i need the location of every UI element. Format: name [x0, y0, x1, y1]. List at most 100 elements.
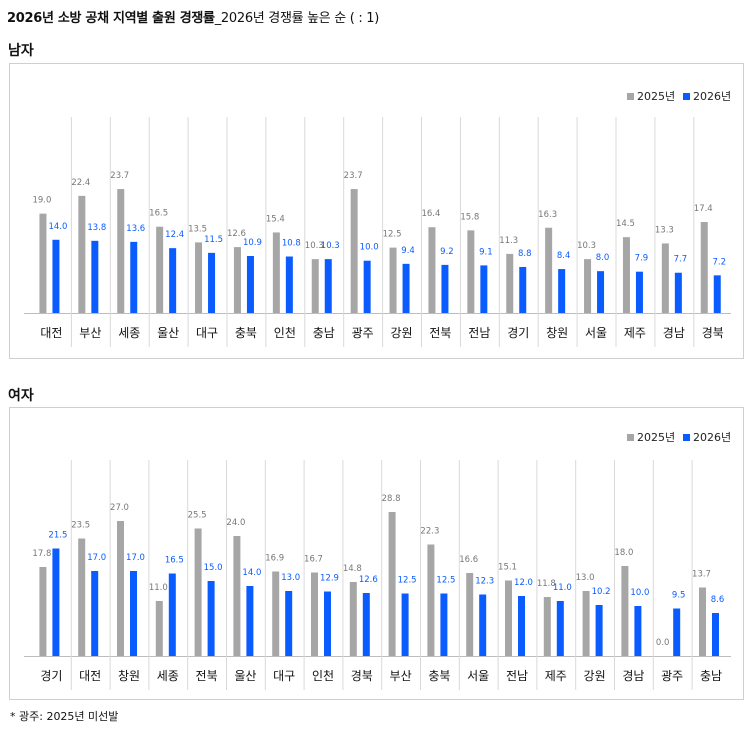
bar-2026: [713, 275, 721, 313]
female-section-label: 여자: [8, 388, 34, 404]
legend-label-2025: 2025년: [637, 90, 675, 103]
data-label-2026: 8.0: [596, 253, 610, 263]
data-label-2026: 12.0: [514, 578, 533, 588]
category-label: 대전: [79, 669, 101, 683]
data-label-2026: 13.8: [87, 223, 106, 233]
data-label-2026: 14.0: [242, 568, 261, 578]
bar-2026: [518, 596, 525, 656]
data-label-2025: 13.0: [576, 573, 595, 583]
data-label-2026: 12.6: [359, 575, 378, 585]
bar-2025: [272, 232, 280, 313]
data-label-2026: 12.5: [398, 576, 417, 586]
male-chart-svg: 2025년 2026년 19.0 14.0 대전 22.4 13.8 부산 23.7 13.6 세종…: [24, 90, 731, 347]
data-label-2026: 21.5: [48, 531, 67, 541]
bar-2025: [700, 221, 708, 313]
data-label-2025: 15.8: [460, 212, 479, 222]
data-label-2026: 13.6: [126, 224, 145, 234]
data-label-2026: 14.0: [48, 222, 67, 232]
bar-2026: [324, 259, 332, 313]
bar-2025: [78, 195, 86, 313]
bar-2026: [558, 269, 566, 313]
category-label: 제주: [545, 669, 567, 683]
data-label-2026: 16.5: [165, 556, 184, 566]
data-label-2026: 10.0: [360, 243, 379, 253]
data-label-2026: 17.0: [126, 553, 145, 563]
bar-2026: [519, 266, 527, 313]
data-label-2026: 10.8: [282, 239, 301, 249]
bar-2026: [130, 241, 138, 313]
legend: 2025년 2026년: [627, 431, 731, 444]
bar-2025: [155, 601, 163, 656]
bar-2026: [634, 606, 642, 656]
data-label-2026: 12.5: [436, 576, 455, 586]
legend-swatch-2026: [683, 434, 690, 441]
data-label-2025: 17.8: [32, 549, 51, 559]
bar-2026: [52, 548, 60, 656]
data-label-2025: 15.4: [266, 214, 285, 224]
legend-label-2026: 2026년: [693, 431, 731, 444]
bar-2026: [52, 239, 60, 313]
category-label: 강원: [391, 326, 413, 340]
category-label: 부산: [79, 326, 101, 340]
bar-2025: [467, 230, 475, 313]
bar-2025: [272, 571, 280, 656]
legend-label-2026: 2026년: [693, 90, 731, 103]
data-label-2025: 15.1: [498, 563, 517, 573]
data-label-2026: 7.2: [712, 257, 726, 267]
category-label: 인천: [274, 325, 296, 340]
bar-2026: [556, 601, 564, 656]
category-label: 경북: [351, 669, 373, 683]
data-label-2025: 16.9: [265, 554, 284, 564]
female-chart-panel: 2025년 2026년 17.8 21.5 경기 23.5 17.0 대전 27.0 17.0 창원…: [9, 407, 744, 700]
data-label-2025: 10.3: [305, 241, 324, 251]
data-label-2026: 9.4: [401, 246, 415, 256]
category-label: 경남: [622, 669, 644, 683]
data-label-2025: 16.3: [538, 210, 557, 220]
data-label-2026: 9.2: [440, 247, 454, 257]
category-label: 경북: [702, 326, 724, 340]
category-label: 전북: [196, 669, 218, 683]
bar-2026: [597, 271, 605, 313]
chart-title-subtitle: _2026년 경쟁률 높은 순 ( : 1): [214, 11, 380, 26]
bar-2025: [506, 253, 514, 313]
data-label-2025: 23.7: [344, 171, 363, 181]
data-label-2026: 8.8: [518, 249, 532, 259]
data-label-2025: 12.6: [227, 229, 246, 239]
category-label: 인천: [312, 668, 334, 683]
data-label-2025: 16.5: [149, 209, 168, 219]
data-label-2026: 13.0: [281, 573, 300, 583]
category-label: 부산: [390, 669, 412, 683]
data-label-2026: 10.9: [243, 238, 262, 248]
bar-2025: [505, 580, 512, 656]
bar-2026: [246, 255, 254, 313]
data-label-2025: 11.8: [537, 579, 556, 589]
bar-2026: [480, 265, 488, 313]
bar-2025: [78, 538, 86, 656]
category-label: 울산: [157, 326, 179, 340]
chart-title-main: 2026년 소방 공채 지역별 출원 경쟁률: [7, 11, 215, 26]
bar-2026: [91, 240, 99, 313]
data-label-2025: 0.0: [656, 638, 670, 648]
bar-2025: [311, 259, 319, 313]
bar-2026: [362, 593, 370, 656]
bar-2026: [91, 571, 99, 656]
data-label-2025: 12.5: [383, 230, 402, 240]
bar-2026: [285, 591, 293, 656]
bar-2026: [441, 264, 449, 313]
bar-2025: [233, 247, 241, 313]
data-label-2025: 22.3: [420, 527, 439, 537]
bar-2025: [582, 591, 590, 656]
bar-2025: [156, 226, 164, 313]
category-label: 강원: [584, 669, 606, 683]
data-label-2026: 8.6: [711, 595, 725, 605]
data-label-2025: 13.7: [692, 570, 711, 580]
data-label-2026: 17.0: [87, 553, 106, 563]
bar-2026: [168, 573, 176, 656]
data-label-2025: 13.5: [188, 224, 207, 234]
data-label-2026: 8.4: [557, 251, 571, 261]
bar-2025: [311, 572, 318, 656]
data-label-2026: 15.0: [204, 563, 223, 573]
male-section-label: 남자: [8, 43, 34, 59]
bar-2026: [635, 271, 643, 313]
bar-2025: [117, 521, 124, 656]
